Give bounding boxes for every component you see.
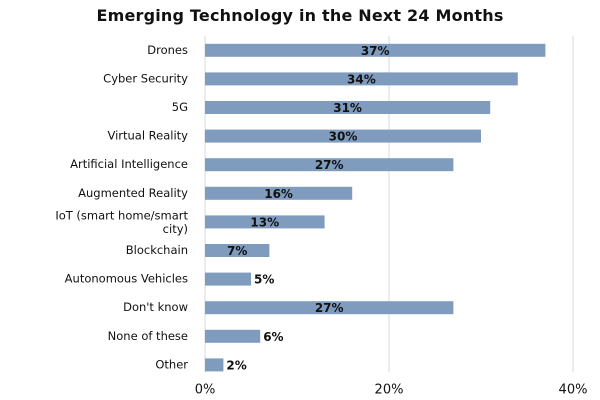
bars	[205, 43, 546, 372]
category-label: None of these	[108, 329, 188, 343]
x-axis-ticks: 0% 20% 40%	[195, 383, 588, 398]
bar	[205, 272, 251, 286]
bar	[205, 329, 261, 343]
category-label: Blockchain	[126, 243, 188, 257]
category-label: Augmented Reality	[78, 186, 188, 200]
value-labels: 37% 34% 31% 30% 27% 16% 13% 7% 5% 27% 6% 2%	[226, 44, 389, 373]
bar	[205, 101, 491, 114]
value-label: 2%	[226, 358, 246, 372]
chart-title: Emerging Technology in the Next 24 Month…	[96, 6, 504, 25]
bar	[205, 244, 270, 257]
bar	[205, 358, 224, 372]
bar	[205, 129, 481, 143]
category-label: IoT (smart home/smart city)	[55, 208, 188, 235]
value-label: 6%	[263, 330, 283, 344]
value-label: 5%	[254, 273, 274, 287]
category-label: Virtual Reality	[107, 129, 188, 143]
category-label: Artificial Intelligence	[70, 157, 188, 171]
category-label: Autonomous Vehicles	[65, 272, 188, 286]
bar	[205, 215, 325, 229]
category-label: Drones	[147, 43, 188, 57]
category-label: 5G	[172, 100, 188, 114]
value-label: 31%	[333, 101, 362, 115]
value-label: 16%	[264, 187, 293, 201]
bar	[205, 43, 546, 57]
value-label: 13%	[250, 215, 279, 229]
category-labels: Drones Cyber Security 5G Virtual Reality Art…	[55, 43, 188, 372]
value-label: 27%	[315, 301, 344, 315]
category-label: Cyber Security	[103, 71, 188, 85]
gridlines	[204, 36, 574, 372]
value-label: 34%	[347, 72, 376, 86]
value-label: 7%	[227, 244, 247, 258]
category-label: Other	[155, 357, 188, 371]
x-tick-label: 40%	[559, 383, 588, 398]
bar	[205, 301, 454, 315]
bar	[205, 72, 518, 86]
value-label: 37%	[361, 44, 390, 58]
value-label: 27%	[315, 158, 344, 172]
bar	[205, 158, 454, 172]
value-label: 30%	[329, 130, 358, 144]
x-tick-label: 20%	[375, 383, 404, 398]
x-tick-label: 0%	[195, 383, 216, 398]
bar	[205, 186, 353, 200]
category-label: Don't know	[123, 300, 188, 314]
